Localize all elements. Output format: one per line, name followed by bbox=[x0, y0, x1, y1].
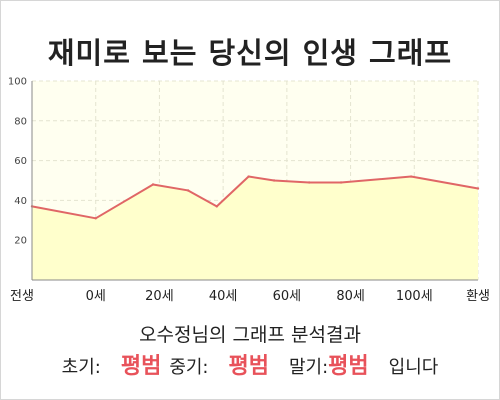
summary-title: 오수정님의 그래프 분석결과 bbox=[139, 324, 361, 346]
y-tick-label-3: 80 bbox=[14, 116, 27, 127]
summary-line: 초기: 평범 중기: 평범 말기:평범 입니다 bbox=[0, 348, 500, 380]
data-point-4 bbox=[215, 205, 218, 208]
data-point-1 bbox=[94, 217, 97, 220]
x-tick-label-5: 80세 bbox=[336, 289, 365, 304]
x-tick-labels: 전생 0세 20세 40세 60세 80세 100세 환생 bbox=[10, 289, 490, 304]
early-value: 평범 bbox=[120, 354, 162, 379]
data-point-9 bbox=[409, 175, 413, 178]
y-tick-label-0: 20 bbox=[14, 236, 27, 247]
y-tick-labels: 20 40 60 80 100 bbox=[8, 77, 27, 247]
summary-suffix: 입니다 bbox=[388, 357, 439, 378]
x-tick-label-6: 100세 bbox=[396, 289, 433, 304]
life-graph-chart: 20 40 60 80 100 전생 0세 20세 40세 60세 80세 100세 환생 bbox=[8, 77, 490, 305]
x-tick-label-0: 전생 bbox=[10, 289, 34, 304]
late-value: 평범 bbox=[328, 354, 369, 379]
y-tick-label-4: 100 bbox=[8, 77, 27, 88]
mid-label: 중기: bbox=[169, 357, 209, 378]
x-tick-label-7: 환생 bbox=[466, 289, 490, 304]
mid-value: 평범 bbox=[228, 354, 269, 379]
x-tick-label-4: 60세 bbox=[273, 289, 302, 304]
data-points bbox=[30, 175, 480, 220]
data-point-8 bbox=[339, 181, 343, 184]
early-label: 초기: bbox=[61, 357, 101, 378]
chart-title: 재미로 보는 당신의 인생 그래프 bbox=[47, 36, 453, 70]
x-tick-label-3: 40세 bbox=[209, 289, 238, 304]
life-area-fill bbox=[32, 176, 478, 280]
data-point-3 bbox=[186, 189, 190, 192]
data-point-5 bbox=[247, 175, 250, 178]
y-tick-label-1: 40 bbox=[14, 196, 27, 207]
x-tick-label-2: 20세 bbox=[145, 289, 174, 304]
late-label: 말기: bbox=[288, 357, 329, 378]
y-tick-label-2: 60 bbox=[14, 156, 27, 167]
data-point-7 bbox=[307, 181, 311, 184]
data-point-10 bbox=[476, 187, 480, 190]
data-point-2 bbox=[151, 183, 155, 186]
x-tick-label-1: 0세 bbox=[86, 289, 106, 304]
data-point-6 bbox=[272, 179, 276, 182]
